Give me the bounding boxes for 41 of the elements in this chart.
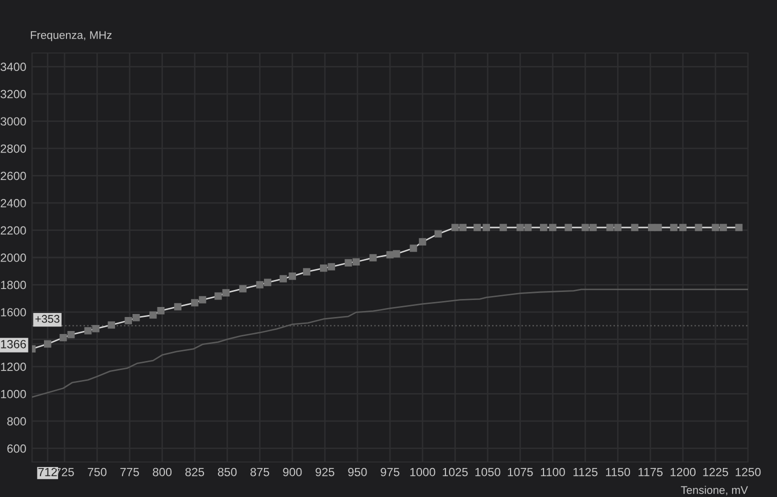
x-tick-label: 975 <box>380 468 400 476</box>
y-tick-label: 2600 <box>0 172 26 180</box>
y-tick-label: 3200 <box>0 90 26 98</box>
x-tick-label: 1125 <box>573 468 598 476</box>
line-series <box>32 288 748 398</box>
x-tick-label: 825 <box>185 468 204 476</box>
y-tick-label: 2200 <box>0 226 26 235</box>
x-tick-label: 1100 <box>540 468 565 476</box>
x-tick-label: 775 <box>120 468 139 476</box>
y-tick-label: 1366 <box>1 340 26 348</box>
x-tick-label: 1150 <box>606 468 630 476</box>
x-tick-label: 1000 <box>410 468 436 476</box>
x-tick-label: 875 <box>250 468 270 476</box>
y-axis-title: Frequenza, MHz <box>30 31 112 42</box>
x-tick-label: 1200 <box>670 468 696 476</box>
y-tick-label: 2000 <box>0 254 26 262</box>
x-tick-label: 712 <box>38 468 57 476</box>
y-tick-label: 3000 <box>0 117 26 126</box>
x-tick-label: 750 <box>88 468 106 476</box>
x-tick-label: 1075 <box>508 468 533 476</box>
y-tick-label: 3400 <box>0 62 26 72</box>
y-tick-label: 600 <box>7 444 26 453</box>
x-tick-label: 1050 <box>475 468 500 476</box>
y-tick-label: 800 <box>7 417 26 426</box>
x-tick-label: 925 <box>316 468 334 476</box>
y-tick-label: 2800 <box>0 144 26 153</box>
x-tick-label: 1025 <box>442 468 468 476</box>
x-tick-label: 1250 <box>736 468 761 476</box>
x-tick-label: 1175 <box>638 468 663 476</box>
x-axis-title: Tensione, mV <box>680 486 748 496</box>
x-tick-label: 1225 <box>703 468 728 476</box>
x-tick-label: 950 <box>348 468 367 476</box>
annotation: +353 <box>35 314 60 323</box>
y-tick-label: 2400 <box>0 199 26 208</box>
x-tick-label: 850 <box>218 468 237 476</box>
y-tick-label: 1200 <box>1 362 26 371</box>
x-tick-label: 900 <box>283 468 302 476</box>
y-tick-label: 1000 <box>1 390 26 398</box>
y-tick-label: 1800 <box>1 280 26 290</box>
y-tick-label: 1600 <box>1 308 26 316</box>
x-tick-label: 800 <box>152 468 172 476</box>
